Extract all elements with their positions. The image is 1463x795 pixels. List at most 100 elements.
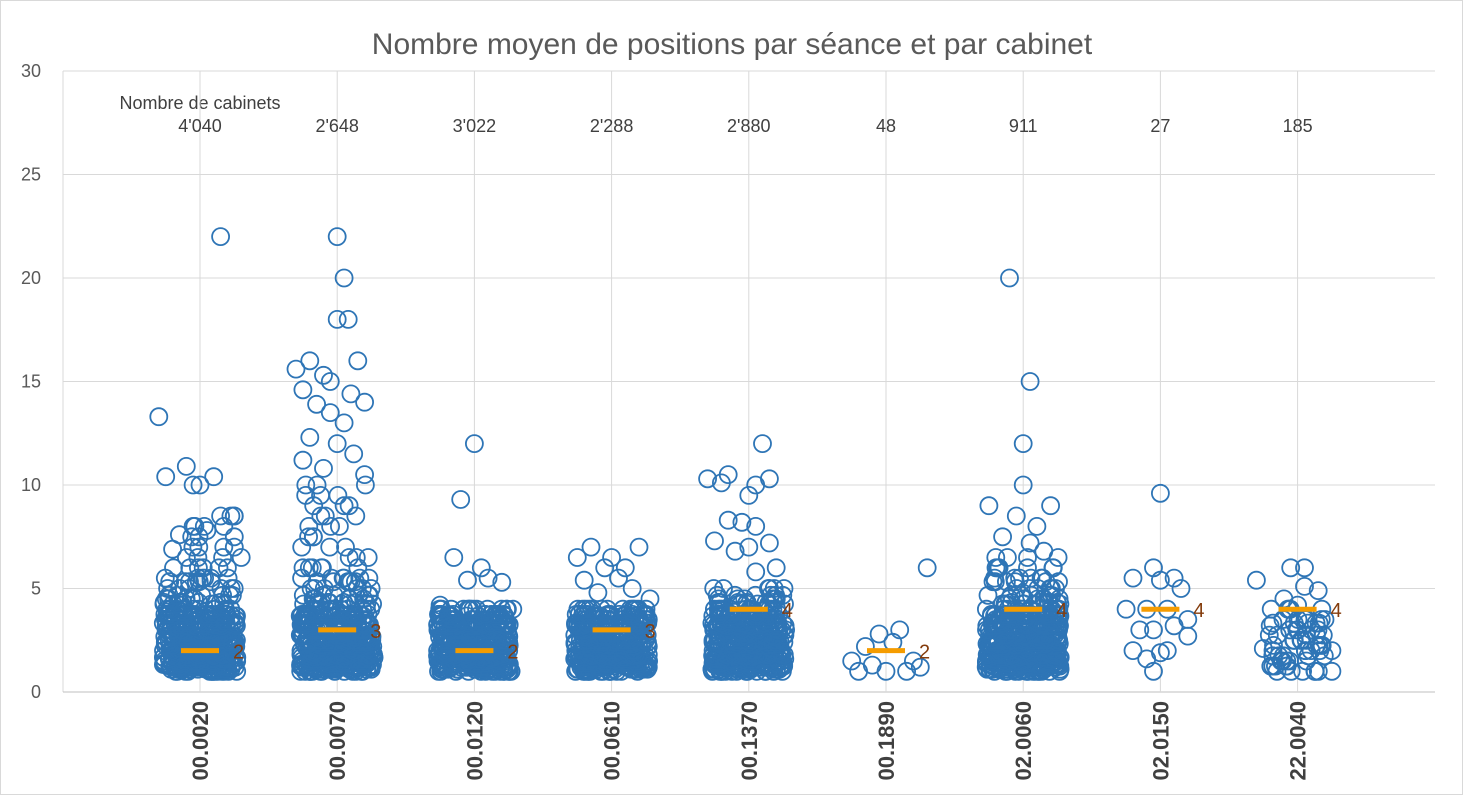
data-point (1295, 577, 1314, 596)
median-label: 2 (919, 642, 930, 664)
data-point (567, 548, 587, 567)
x-category-label: 00.1890 (874, 701, 899, 781)
data-point (320, 537, 340, 557)
data-point (345, 572, 365, 592)
count-label: 27 (1150, 116, 1170, 136)
data-point (629, 537, 649, 557)
data-point (613, 599, 633, 619)
data-point (334, 496, 354, 516)
median-label: 2 (507, 642, 518, 664)
data-point (714, 579, 733, 598)
data-point (497, 599, 517, 619)
data-point (1267, 661, 1287, 681)
data-point (478, 568, 498, 588)
data-point (213, 548, 233, 567)
count-label: 2'880 (727, 116, 770, 136)
data-point (746, 517, 766, 536)
data-point (190, 475, 210, 495)
data-point (359, 568, 379, 588)
count-label: 3'022 (453, 116, 496, 136)
median-label: 4 (782, 600, 793, 622)
data-point (842, 651, 862, 671)
data-point (231, 548, 251, 567)
data-point (183, 475, 203, 495)
data-point (301, 579, 321, 598)
data-point (346, 548, 366, 567)
data-point (746, 562, 766, 582)
data-point (582, 599, 602, 619)
data-point (904, 651, 923, 671)
data-point (1264, 636, 1283, 655)
data-point (293, 558, 313, 578)
data-point (869, 624, 889, 644)
data-point (1253, 639, 1273, 658)
x-category-label: 00.0020 (188, 701, 213, 781)
data-point (1269, 646, 1289, 666)
data-point (180, 572, 199, 592)
data-point (312, 558, 332, 578)
data-point (760, 533, 779, 553)
data-point (753, 434, 772, 454)
y-tick-label: 10 (21, 475, 41, 495)
data-point (299, 517, 319, 536)
data-point (588, 583, 608, 602)
labels-layer: 0 5 10 15 20 25 30 2 4'040 00.0020 3 2'648 00.0070 2 3… (21, 61, 1342, 781)
data-point (1144, 661, 1163, 681)
data-point (293, 380, 313, 400)
data-point (1144, 558, 1163, 578)
data-point (183, 537, 203, 557)
data-point (294, 594, 314, 614)
data-point (211, 506, 231, 526)
data-point (307, 394, 327, 414)
data-point (856, 637, 875, 656)
y-tick-label: 20 (21, 268, 41, 288)
data-point (311, 506, 331, 526)
data-point (314, 458, 333, 478)
data-point (897, 661, 916, 681)
data-point (581, 537, 601, 557)
data-point (355, 392, 375, 412)
data-point (327, 309, 347, 329)
data-point (299, 527, 319, 547)
data-point (739, 485, 759, 505)
data-point (1040, 585, 1060, 605)
data-point (774, 579, 794, 598)
median-label: 3 (370, 621, 381, 643)
data-point (712, 473, 731, 493)
data-point (759, 579, 778, 598)
data-point (1116, 599, 1136, 619)
data-point (998, 548, 1017, 567)
data-point (334, 268, 354, 288)
data-point (598, 599, 617, 619)
data-point (183, 517, 203, 536)
data-point (336, 537, 355, 557)
data-point (1301, 620, 1321, 640)
data-point (296, 475, 316, 495)
data-point (609, 568, 628, 588)
data-point (1130, 620, 1150, 640)
data-point (149, 407, 169, 427)
data-point (982, 605, 1001, 624)
data-point (615, 558, 635, 578)
data-point (224, 527, 244, 547)
data-point (222, 585, 242, 605)
data-point (568, 599, 588, 619)
data-point (176, 548, 196, 567)
data-point (346, 506, 366, 526)
data-point (917, 558, 937, 578)
data-point (224, 537, 244, 557)
data-point (471, 558, 491, 578)
data-point (492, 572, 512, 592)
data-point (327, 227, 347, 247)
count-label: 911 (1009, 116, 1038, 136)
count-label: 4'040 (178, 116, 221, 136)
data-point (188, 548, 208, 567)
data-point (286, 359, 306, 379)
data-point (170, 579, 190, 598)
data-point (1021, 568, 1041, 588)
data-point (1041, 496, 1060, 516)
data-point (1164, 568, 1184, 588)
data-point (1308, 620, 1328, 640)
data-point (334, 413, 354, 433)
